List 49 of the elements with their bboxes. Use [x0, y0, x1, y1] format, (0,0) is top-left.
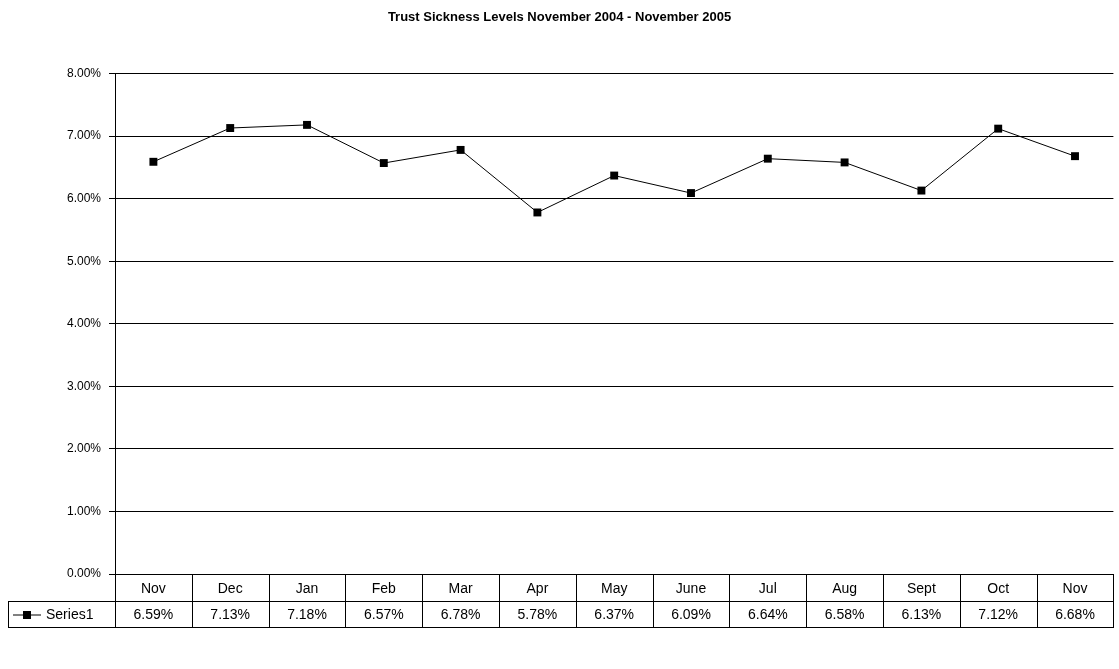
- y-tick-label: 1.00%: [66, 503, 102, 518]
- point: [149, 157, 158, 166]
- data-label: 7.12%: [978, 606, 1019, 623]
- data-label: 7.18%: [287, 606, 327, 623]
- x-tick-label: Feb: [371, 580, 397, 597]
- x-tick-label: Apr: [526, 580, 549, 597]
- y-tick-label: 5.00%: [66, 253, 102, 268]
- y-tick-label: 8.00%: [66, 65, 102, 80]
- y-tick-label: 3.00%: [66, 378, 102, 393]
- data-label: 6.37%: [594, 606, 635, 623]
- point: [687, 189, 695, 198]
- point: [303, 120, 311, 129]
- chart-title: Trust Sickness Levels November 2004 - November 2005: [387, 9, 732, 25]
- data-label: 6.59%: [133, 606, 174, 623]
- y-tick-label: 0.00%: [66, 566, 102, 581]
- point: [840, 158, 849, 167]
- data-label: 6.68%: [1055, 606, 1095, 623]
- y-tick-label: 4.00%: [66, 316, 102, 331]
- x-tick-label: Nov: [1062, 580, 1088, 597]
- x-tick-label: Nov: [140, 580, 166, 597]
- point: [610, 171, 619, 180]
- data-label: 7.13%: [210, 606, 251, 623]
- x-tick-label: Dec: [217, 580, 243, 597]
- data-label: 6.58%: [824, 606, 865, 623]
- data-label: 6.13%: [901, 606, 942, 623]
- x-tick-label: Mar: [448, 580, 473, 597]
- data-label: 6.09%: [671, 606, 711, 623]
- x-tick-label: Sept: [906, 580, 936, 597]
- point: [994, 124, 1003, 133]
- point: [379, 159, 388, 168]
- point: [226, 124, 235, 132]
- y-tick-label: 2.00%: [66, 441, 102, 456]
- x-tick-label: Jul: [758, 580, 777, 597]
- y-tick-label: 6.00%: [66, 191, 102, 206]
- y-tick-label: 7.00%: [66, 128, 102, 143]
- data-label: 6.64%: [747, 606, 788, 623]
- point: [456, 145, 465, 154]
- x-tick-label: Jan: [295, 580, 319, 597]
- x-tick-label: Oct: [987, 580, 1010, 597]
- x-tick-label: May: [600, 580, 628, 597]
- x-tick-label: Aug: [832, 580, 858, 597]
- legend-label: Series1: [46, 606, 94, 623]
- x-tick-label: June: [675, 580, 707, 597]
- point: [763, 154, 772, 163]
- point: [917, 186, 926, 195]
- data-label: 6.57%: [363, 606, 404, 623]
- point: [1071, 152, 1079, 161]
- data-label: 5.78%: [517, 606, 558, 623]
- data-label: 6.78%: [440, 606, 481, 623]
